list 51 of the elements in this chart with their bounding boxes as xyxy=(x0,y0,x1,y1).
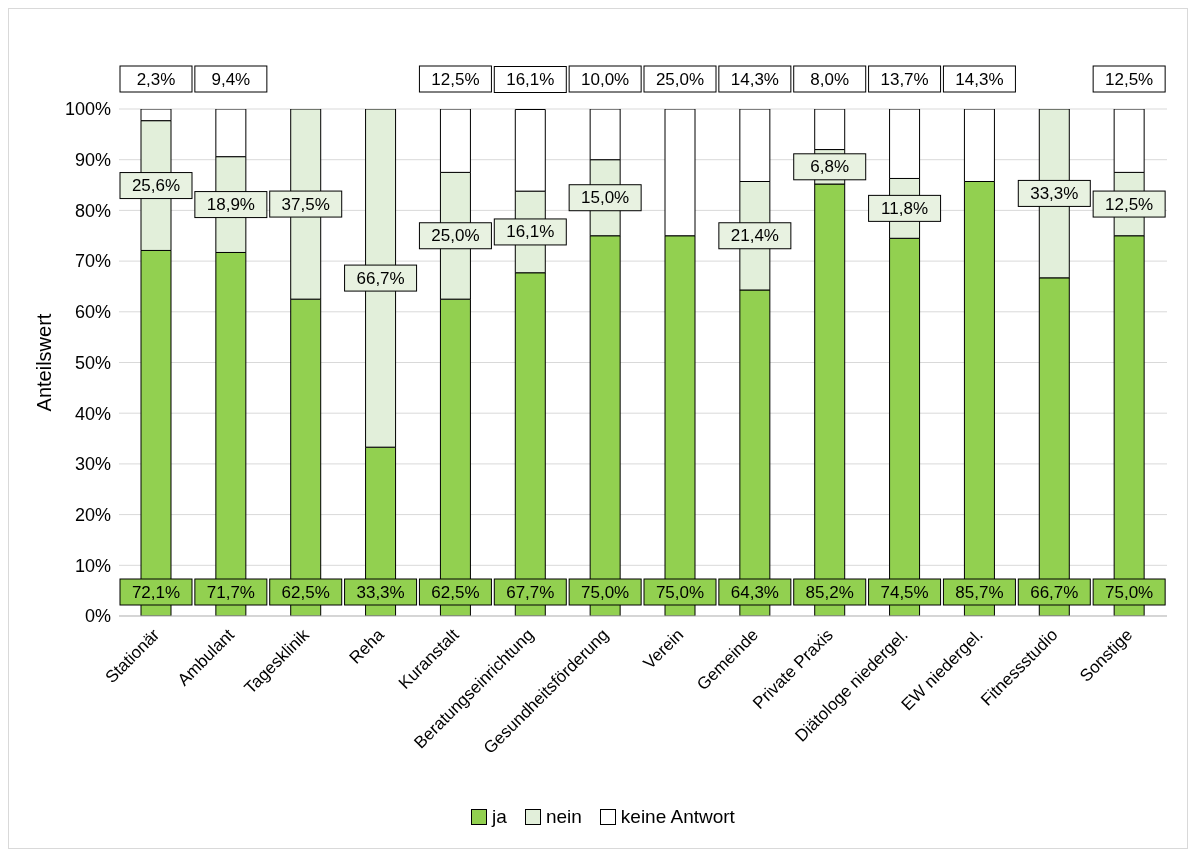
y-tick-label: 0% xyxy=(84,606,111,627)
data-label: 75,0% xyxy=(655,582,705,602)
data-label: 16,1% xyxy=(506,70,555,90)
data-label: 2,3% xyxy=(136,69,176,89)
y-axis-title: Anteilswert xyxy=(33,313,56,412)
y-tick-label: 40% xyxy=(74,403,111,424)
data-label: 33,3% xyxy=(356,582,405,602)
data-label: 13,7% xyxy=(880,69,929,89)
y-tick-label: 20% xyxy=(74,504,111,525)
data-label: 10,0% xyxy=(581,69,630,89)
data-label: 72,1% xyxy=(131,582,181,602)
data-label: 8,0% xyxy=(810,69,850,89)
data-label: 12,5% xyxy=(1105,194,1154,214)
y-tick-label: 70% xyxy=(74,251,111,272)
data-label: 64,3% xyxy=(730,582,779,602)
data-label: 12,5% xyxy=(431,69,480,89)
data-label: 14,3% xyxy=(730,69,779,89)
data-label: 66,7% xyxy=(356,268,405,288)
legend-label: ja xyxy=(490,806,507,828)
data-label: 75,0% xyxy=(581,582,630,602)
data-label: 18,9% xyxy=(206,195,255,215)
data-label: 11,8% xyxy=(881,198,929,218)
y-tick-label: 30% xyxy=(74,454,111,475)
y-tick-label: 90% xyxy=(74,150,111,171)
data-label: 25,0% xyxy=(431,226,480,246)
y-tick-label: 50% xyxy=(74,352,111,373)
data-label: 75,0% xyxy=(1105,582,1154,602)
data-label: 25,0% xyxy=(655,69,705,89)
y-tick-label: 80% xyxy=(74,200,111,221)
data-label: 21,4% xyxy=(730,226,779,246)
data-label: 85,7% xyxy=(955,582,1004,602)
data-label: 66,7% xyxy=(1030,582,1079,602)
data-label: 85,2% xyxy=(805,582,854,602)
data-label: 37,5% xyxy=(281,194,330,214)
data-label: 12,5% xyxy=(1105,69,1154,89)
y-tick-label: 100% xyxy=(64,99,111,120)
data-label: 62,5% xyxy=(431,582,480,602)
data-label: 16,1% xyxy=(506,222,555,242)
data-label: 9,4% xyxy=(211,69,251,89)
legend-label: keine Antwort xyxy=(619,806,735,828)
legend-label: nein xyxy=(544,806,582,828)
data-label: 15,0% xyxy=(581,188,630,208)
y-tick-label: 60% xyxy=(74,302,111,323)
data-label: 33,3% xyxy=(1030,183,1079,203)
data-label: 67,7% xyxy=(506,582,555,602)
y-tick-label: 10% xyxy=(74,555,111,576)
data-label: 71,7% xyxy=(206,582,255,602)
data-label: 14,3% xyxy=(955,69,1004,89)
data-label: 62,5% xyxy=(281,582,330,602)
data-label: 74,5% xyxy=(880,582,929,602)
data-label: 25,6% xyxy=(131,176,181,196)
